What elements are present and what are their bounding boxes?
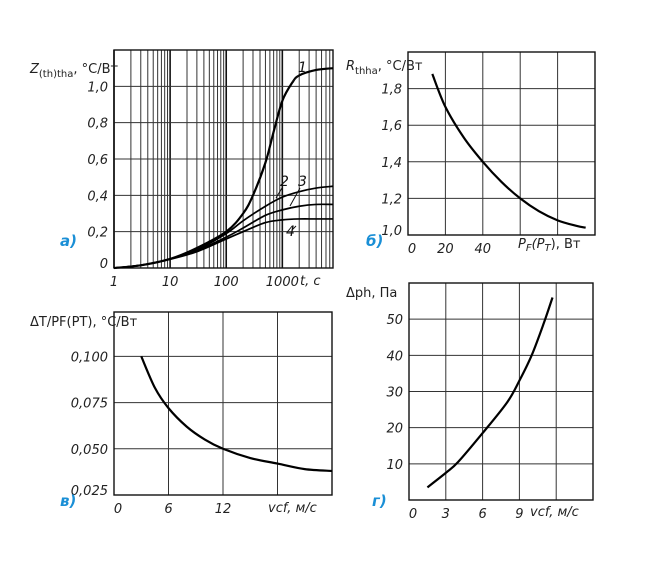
y-tick-label: 30 <box>386 386 403 401</box>
x-axis-label: vcf, м/с <box>530 505 579 520</box>
x-tick-label: 1 <box>110 275 118 290</box>
plot-frame <box>113 311 333 496</box>
x-tick-label: 6 <box>478 507 486 522</box>
plot-frame <box>113 49 334 269</box>
x-tick-label: 20 <box>437 242 454 257</box>
curve-label-leader <box>289 187 301 207</box>
curve-label-4: 4 <box>286 224 295 240</box>
y-tick-label: 1,4 <box>381 156 402 171</box>
panel-label: в) <box>60 492 76 510</box>
x-axis-label-p: (P <box>532 237 545 252</box>
x-tick-label: 6 <box>164 502 172 517</box>
x-axis-label: PF(PT), Вт <box>518 237 581 254</box>
x-tick-label: 1000 <box>266 275 299 290</box>
panel-label: г) <box>372 492 387 510</box>
x-axis-label-sub: T <box>545 243 552 254</box>
panel-label: б) <box>366 232 383 250</box>
y-tick-label: 0,025 <box>71 484 108 499</box>
chart-b: 0 20 40 1,0 1,2 1,4 1,6 1,8 Rthha, °C/Вт PF(PT), … <box>346 51 596 257</box>
y-axis-label-main: Z <box>29 62 40 77</box>
y-axis-label-main: R <box>346 59 355 74</box>
curve-label-leader <box>275 187 283 199</box>
x-axis-label: t, c <box>300 274 321 289</box>
x-tick-label: 10 <box>162 275 179 290</box>
y-tick-label: 1,2 <box>381 192 402 207</box>
y-axis-label: ΔT/PF(PT), °C/Вт <box>30 315 138 330</box>
x-axis-label-sub: F <box>526 243 532 254</box>
y-tick-label: 0,075 <box>71 397 108 412</box>
y-tick-label: 0,4 <box>87 189 108 204</box>
x-tick-label: 12 <box>215 502 232 517</box>
x-tick-label: 40 <box>475 242 492 257</box>
curve-label-2: 2 <box>280 174 289 190</box>
y-tick-label: 0 <box>100 257 108 272</box>
x-tick-label: 3 <box>442 507 450 522</box>
y-tick-label: 50 <box>386 313 403 328</box>
y-tick-label: 0,2 <box>87 226 108 241</box>
series-line-4 <box>113 218 333 269</box>
y-tick-label: 0,8 <box>87 117 108 132</box>
y-axis-label-sub: thha <box>355 66 378 77</box>
y-tick-label: 10 <box>386 458 403 473</box>
plot-frame <box>408 282 594 501</box>
y-tick-label: 20 <box>386 422 403 437</box>
x-tick-label: 9 <box>515 507 523 522</box>
y-tick-label: 1,0 <box>381 224 402 239</box>
y-tick-label: 40 <box>386 349 403 364</box>
x-tick-label: 100 <box>214 275 239 290</box>
y-tick-label: 1,8 <box>381 83 402 98</box>
y-tick-label: 1,6 <box>381 119 402 134</box>
x-axis-label-unit: ), Вт <box>551 237 581 252</box>
x-tick-label: 0 <box>114 502 122 517</box>
series-line-ΔT/PF <box>140 355 333 473</box>
chart-d: 0 3 6 9 10 20 30 40 50 Δph, Па vcf, м/с г) <box>346 282 594 522</box>
y-tick-label: 0,6 <box>87 153 108 168</box>
y-tick-label: 0,050 <box>71 443 108 458</box>
y-tick-label: 0,100 <box>71 350 108 365</box>
x-tick-label: 0 <box>409 507 417 522</box>
x-tick-label: 0 <box>408 242 416 257</box>
y-axis-label: Z(th)tha, °C/Вт <box>29 62 118 80</box>
panel-label: а) <box>60 232 77 250</box>
y-axis-label: Δph, Па <box>346 286 397 301</box>
chart-c: 0 6 12 0,025 0,050 0,075 0,100 ΔT/PF(PT), °C/Вт… <box>30 311 333 517</box>
y-axis-label: Rthha, °C/Вт <box>346 59 423 77</box>
curve-label-1: 1 <box>298 60 307 76</box>
curve-label-3: 3 <box>298 174 307 190</box>
curve-label-leader <box>291 225 297 231</box>
series-line-Rthha <box>431 73 586 229</box>
y-axis-label-unit: , °C/Вт <box>73 62 118 77</box>
curve-label-leader <box>291 73 301 83</box>
x-axis-label-p: P <box>518 237 526 252</box>
plot-frame <box>407 51 596 236</box>
y-axis-label-unit: , °C/Вт <box>378 59 423 74</box>
x-axis-label: vcf, м/с <box>268 501 317 516</box>
y-axis-label-sub: (th)tha <box>39 69 73 80</box>
series-line-Δph <box>426 297 554 489</box>
y-tick-label: 1,0 <box>87 80 108 95</box>
